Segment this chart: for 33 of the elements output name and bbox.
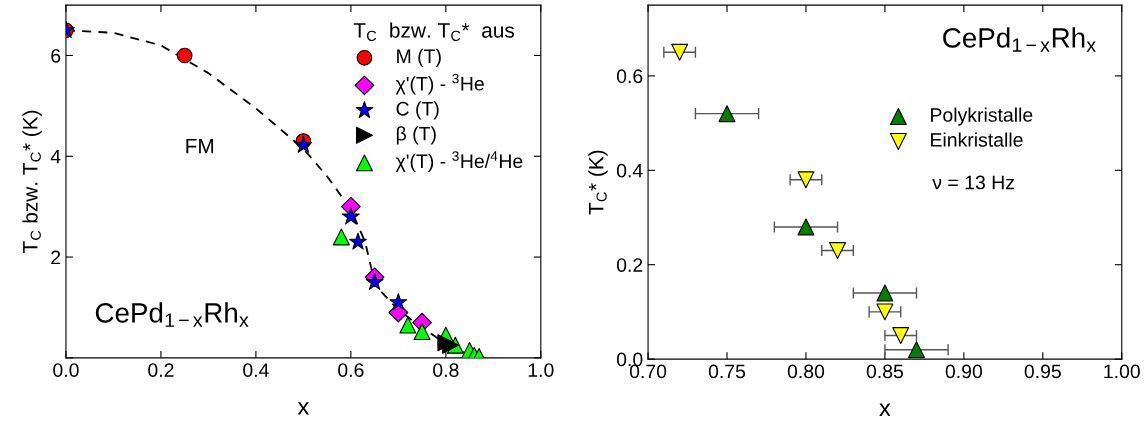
x-tick-label: 0.4 — [243, 363, 269, 377]
annotation: CePd$_{1−x}$Rh$_{x}$ — [943, 27, 1096, 52]
x-tick-label: 0.85 — [866, 364, 904, 379]
y-tick-label: 6 — [51, 48, 61, 63]
legend-label: Einkristalle — [931, 132, 1023, 147]
legend-label: β (T) — [396, 126, 436, 145]
y-axis-title: T$_{C}$ bzw. T$_{C}$* (K) — [22, 110, 42, 254]
x-tick-label: 1.00 — [1104, 364, 1140, 379]
x-tick-label: 0.80 — [787, 364, 825, 379]
y-tick-label: 0.2 — [616, 258, 643, 272]
y-axis-title: T$_{C}$* (K) — [588, 150, 608, 215]
y-tick-label: 0.6 — [616, 69, 643, 84]
legend-label: C (T) — [396, 101, 439, 120]
legend-title: T$_{C}$ bzw. T$_{C}$* aus — [353, 22, 515, 42]
x-tick-label: 0.95 — [1024, 364, 1061, 379]
x-tick-label: 0.2 — [148, 363, 174, 377]
x-tick-label: 0.90 — [945, 364, 983, 379]
annotation: ν = 13 Hz — [932, 175, 1014, 190]
legend-label: Polykristalle — [931, 107, 1033, 126]
y-tick-label: 2 — [51, 250, 61, 265]
x-tick-label: 1.0 — [528, 363, 554, 377]
annotation: CePd$_{1−x}$Rh$_{x}$ — [95, 302, 249, 327]
annotation: FM — [186, 138, 214, 154]
y-tick-label: 0.4 — [616, 163, 643, 178]
x-tick-label: 0.75 — [708, 364, 746, 379]
x-axis-title: x — [297, 402, 310, 415]
x-tick-label: 0.6 — [338, 363, 364, 377]
legend-label: χ'(T) - $^{3}$He/$^{4}$He — [395, 151, 523, 172]
x-tick-label: 0.8 — [433, 363, 459, 377]
y-tick-label: 4 — [50, 149, 61, 164]
x-axis-title: x — [879, 403, 891, 416]
legend-label: χ'(T) - $^{3}$He — [395, 73, 484, 95]
legend-label: M (T) — [397, 48, 441, 67]
